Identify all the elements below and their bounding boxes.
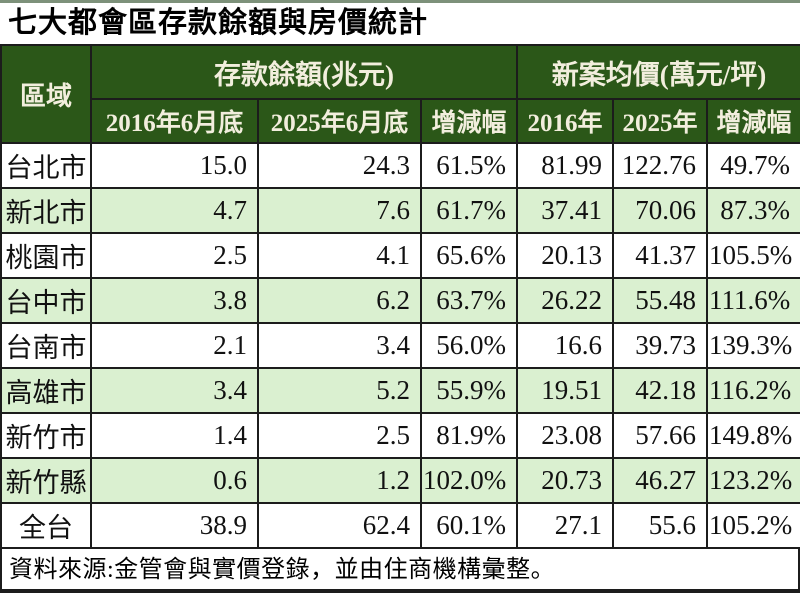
table-row-hsinchu-city: 新竹市 1.4 2.5 81.9% 23.08 57.66 149.8% xyxy=(0,412,800,459)
value-cell: 3.4 xyxy=(257,322,422,369)
value-cell: 3.4 xyxy=(90,367,259,414)
value-cell: 16.6 xyxy=(516,322,614,369)
table-row-hsinchu-county: 新竹縣 0.6 1.2 102.0% 20.73 46.27 123.2% xyxy=(0,457,800,504)
value-cell: 0.6 xyxy=(90,457,259,504)
region-cell: 全台 xyxy=(0,502,92,549)
region-cell: 高雄市 xyxy=(0,367,92,414)
value-cell: 7.6 xyxy=(257,187,422,234)
value-cell: 27.1 xyxy=(516,502,614,549)
col-header-deposit-2016: 2016年6月底 xyxy=(90,98,259,144)
value-cell: 81.99 xyxy=(516,142,614,189)
value-cell: 24.3 xyxy=(257,142,422,189)
col-header-price-2016: 2016年 xyxy=(516,98,614,144)
group-header-prices: 新案均價(萬元/坪) xyxy=(516,44,800,100)
group-header-deposits: 存款餘額(兆元) xyxy=(90,44,518,100)
value-cell: 55.6 xyxy=(612,502,708,549)
value-cell: 4.7 xyxy=(90,187,259,234)
value-cell: 149.8% xyxy=(706,412,800,459)
value-cell: 55.9% xyxy=(420,367,518,414)
value-cell: 56.0% xyxy=(420,322,518,369)
value-cell: 23.08 xyxy=(516,412,614,459)
region-cell: 新北市 xyxy=(0,187,92,234)
table-row-taichung: 台中市 3.8 6.2 63.7% 26.22 55.48 111.6% xyxy=(0,277,800,324)
value-cell: 57.66 xyxy=(612,412,708,459)
col-header-deposit-change: 增減幅 xyxy=(420,98,518,144)
page-title: 七大都會區存款餘額與房價統計 xyxy=(8,7,429,39)
value-cell: 123.2% xyxy=(706,457,800,504)
value-cell: 41.37 xyxy=(612,232,708,279)
value-cell: 1.4 xyxy=(90,412,259,459)
value-cell: 87.3% xyxy=(706,187,800,234)
stats-table: 區域 存款餘額(兆元) 新案均價(萬元/坪) 2016年6月底 2025年6月底… xyxy=(0,44,800,549)
header-sub-row: 2016年6月底 2025年6月底 增減幅 2016年 2025年 增減幅 xyxy=(1,98,800,144)
source-note: 資料來源:金管會與實價登錄，並由住商機構彙整。 xyxy=(0,549,800,593)
value-cell: 20.73 xyxy=(516,457,614,504)
region-cell: 新竹市 xyxy=(0,412,92,459)
value-cell: 60.1% xyxy=(420,502,518,549)
value-cell: 15.0 xyxy=(90,142,259,189)
value-cell: 39.73 xyxy=(612,322,708,369)
value-cell: 61.5% xyxy=(420,142,518,189)
value-cell: 2.1 xyxy=(90,322,259,369)
value-cell: 102.0% xyxy=(420,457,518,504)
col-header-price-change: 增減幅 xyxy=(706,98,800,144)
value-cell: 81.9% xyxy=(420,412,518,459)
value-cell: 20.13 xyxy=(516,232,614,279)
col-header-deposit-2025: 2025年6月底 xyxy=(257,98,422,144)
value-cell: 2.5 xyxy=(90,232,259,279)
value-cell: 2.5 xyxy=(257,412,422,459)
table-row-kaohsiung: 高雄市 3.4 5.2 55.9% 19.51 42.18 116.2% xyxy=(0,367,800,414)
value-cell: 37.41 xyxy=(516,187,614,234)
value-cell: 111.6% xyxy=(706,277,800,324)
value-cell: 6.2 xyxy=(257,277,422,324)
col-header-price-2025: 2025年 xyxy=(612,98,708,144)
table-row-taipei: 台北市 15.0 24.3 61.5% 81.99 122.76 49.7% xyxy=(0,142,800,189)
region-cell: 新竹縣 xyxy=(0,457,92,504)
value-cell: 122.76 xyxy=(612,142,708,189)
value-cell: 116.2% xyxy=(706,367,800,414)
region-cell: 台北市 xyxy=(0,142,92,189)
region-cell: 台中市 xyxy=(0,277,92,324)
value-cell: 61.7% xyxy=(420,187,518,234)
value-cell: 26.22 xyxy=(516,277,614,324)
table-row-newtaipei: 新北市 4.7 7.6 61.7% 37.41 70.06 87.3% xyxy=(0,187,800,234)
value-cell: 65.6% xyxy=(420,232,518,279)
value-cell: 70.06 xyxy=(612,187,708,234)
value-cell: 5.2 xyxy=(257,367,422,414)
top-border-strip xyxy=(0,0,800,3)
table-row-taiwan-total: 全台 38.9 62.4 60.1% 27.1 55.6 105.2% xyxy=(0,502,800,549)
value-cell: 105.2% xyxy=(706,502,800,549)
header-group-row: 區域 存款餘額(兆元) 新案均價(萬元/坪) xyxy=(0,44,800,144)
value-cell: 105.5% xyxy=(706,232,800,279)
region-cell: 台南市 xyxy=(0,322,92,369)
table-row-tainan: 台南市 2.1 3.4 56.0% 16.6 39.73 139.3% xyxy=(0,322,800,369)
value-cell: 49.7% xyxy=(706,142,800,189)
value-cell: 55.48 xyxy=(612,277,708,324)
value-cell: 19.51 xyxy=(516,367,614,414)
value-cell: 42.18 xyxy=(612,367,708,414)
value-cell: 4.1 xyxy=(257,232,422,279)
table-row-taoyuan: 桃園市 2.5 4.1 65.6% 20.13 41.37 105.5% xyxy=(0,232,800,279)
value-cell: 3.8 xyxy=(90,277,259,324)
region-cell: 桃園市 xyxy=(0,232,92,279)
value-cell: 46.27 xyxy=(612,457,708,504)
corner-header-region: 區域 xyxy=(0,44,92,144)
value-cell: 139.3% xyxy=(706,322,800,369)
value-cell: 1.2 xyxy=(257,457,422,504)
value-cell: 63.7% xyxy=(420,277,518,324)
value-cell: 62.4 xyxy=(257,502,422,549)
value-cell: 38.9 xyxy=(90,502,259,549)
